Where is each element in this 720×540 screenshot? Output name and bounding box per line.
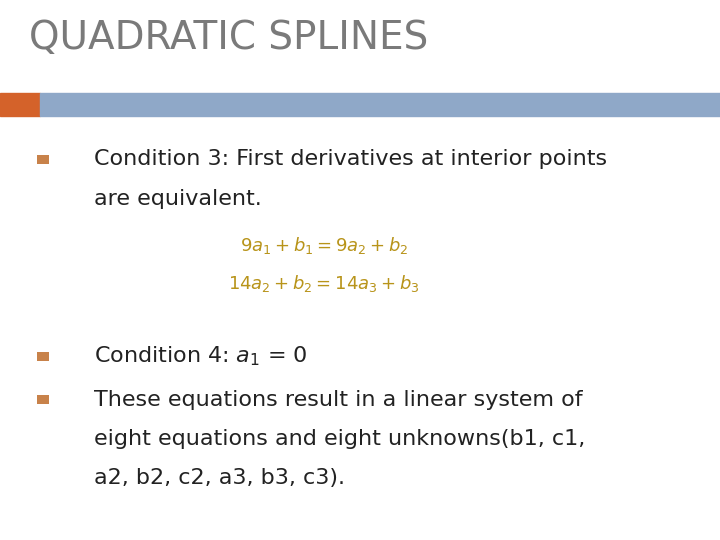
Bar [37, 155, 49, 164]
Bar [0, 93, 40, 116]
Text: Condition 3: First derivatives at interior points: Condition 3: First derivatives at interi… [94, 149, 607, 170]
Text: Condition 4: $a_1$ = 0: Condition 4: $a_1$ = 0 [94, 345, 307, 368]
Text: eight equations and eight unknowns(b1, c1,: eight equations and eight unknowns(b1, c… [94, 429, 585, 449]
Text: $9a_1 + b_1 = 9a_2 + b_2$: $9a_1 + b_1 = 9a_2 + b_2$ [240, 235, 408, 256]
Text: a2, b2, c2, a3, b3, c3).: a2, b2, c2, a3, b3, c3). [94, 468, 345, 489]
Text: $14a_2 + b_2 = 14a_3 + b_3$: $14a_2 + b_2 = 14a_3 + b_3$ [228, 273, 420, 294]
Text: These equations result in a linear system of: These equations result in a linear syste… [94, 389, 582, 410]
Text: QUADRATIC SPLINES: QUADRATIC SPLINES [29, 19, 428, 57]
Bar [37, 395, 49, 404]
Bar [37, 352, 49, 361]
Bar [40, 93, 720, 116]
Text: are equivalent.: are equivalent. [94, 188, 261, 209]
